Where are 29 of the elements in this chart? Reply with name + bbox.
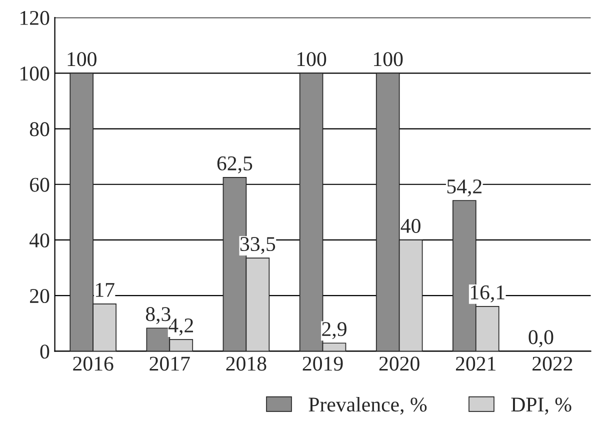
data-label: 40 [400, 218, 420, 233]
y-tick-label: 100 [20, 66, 50, 81]
data-label: 33,5 [240, 237, 276, 254]
x-tick-label: 2018 [226, 356, 266, 371]
legend-label: Prevalence, % [308, 396, 427, 415]
x-tick-label: 2022 [532, 356, 572, 371]
data-label: 17 [96, 282, 114, 297]
y-tick-label: 80 [30, 122, 50, 136]
data-label: 54,2 [447, 179, 482, 196]
y-tick-label: 60 [30, 178, 50, 192]
x-tick-label: 2020 [379, 356, 420, 371]
legend-label: DPI, % [511, 398, 572, 415]
y-tick-label: 20 [30, 288, 50, 304]
data-label: 100 [68, 52, 96, 66]
x-tick-label: 2016 [73, 356, 114, 371]
data-label: 0,0 [528, 330, 554, 348]
data-label: 16,1 [470, 285, 504, 302]
x-tick-label: 2021 [456, 356, 496, 371]
data-label: 8,3 [146, 307, 170, 324]
x-tick-label: 2019 [302, 356, 343, 371]
data-label: 100 [297, 52, 326, 66]
data-label: 4,2 [168, 318, 194, 336]
y-tick-label: 120 [20, 10, 50, 25]
data-label: 2,9 [322, 322, 346, 340]
x-tick-label: 2017 [150, 356, 190, 371]
y-tick-label: 40 [30, 233, 50, 248]
y-tick-label: 0 [40, 344, 50, 359]
data-label: 100 [374, 52, 403, 66]
data-label: 62,5 [217, 156, 252, 174]
